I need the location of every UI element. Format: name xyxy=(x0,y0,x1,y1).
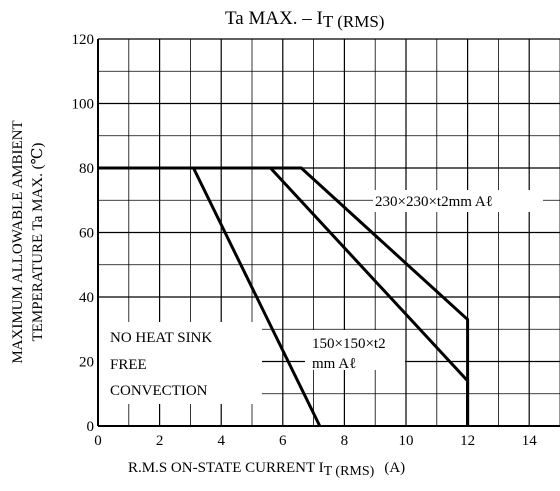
x-tick-4: 4 xyxy=(217,433,225,449)
chart-title: Ta MAX. – IT (RMS) xyxy=(225,8,384,31)
y-tick-20: 20 xyxy=(79,355,94,371)
y-axis-label-line-2: TEMPERATURE Ta MAX. (℃) xyxy=(30,143,46,342)
y-tick-100: 100 xyxy=(72,97,95,113)
chart-title-sub: T (RMS) xyxy=(323,12,385,31)
y-axis-label-line-1: MAXIMUM ALLOWABLE AMBIENT xyxy=(10,120,26,363)
y-tick-40: 40 xyxy=(79,290,94,306)
y-tick-60: 60 xyxy=(79,226,94,242)
sink-230-label: 230×230×t2mm Aℓ xyxy=(375,194,493,210)
y-tick-80: 80 xyxy=(79,161,94,177)
x-axis-label-unit: (A) xyxy=(384,460,405,476)
x-tick-14: 14 xyxy=(522,433,538,449)
x-tick-12: 12 xyxy=(460,433,475,449)
sink-150-line-2: mm Aℓ xyxy=(312,356,356,372)
x-tick-2: 2 xyxy=(156,433,164,449)
series-lines xyxy=(98,166,470,427)
x-axis-label: R.M.S ON-STATE CURRENT IT (RMS) (A) xyxy=(128,460,405,479)
y-tick-0: 0 xyxy=(87,419,95,435)
no-heat-sink-box xyxy=(99,322,262,404)
x-tick-6: 6 xyxy=(279,433,287,449)
x-axis-label-main: R.M.S ON-STATE CURRENT I xyxy=(128,460,324,476)
sink-150-label-bg xyxy=(305,330,405,370)
x-tick-8: 8 xyxy=(341,433,349,449)
no-heat-sink-line-3: CONVECTION xyxy=(110,383,208,399)
no-heat-sink-line-2: FREE xyxy=(110,357,147,373)
sink-150-line-1: 150×150×t2 xyxy=(312,336,386,352)
x-axis-label-sub: T (RMS) xyxy=(324,464,375,479)
chart-title-main: Ta MAX. – I xyxy=(225,8,323,29)
sink-230-label-bg xyxy=(373,190,543,212)
y-tick-120: 120 xyxy=(72,32,95,48)
x-tick-10: 10 xyxy=(399,433,414,449)
no-heat-sink-line-1: NO HEAT SINK xyxy=(110,330,212,346)
x-tick-0: 0 xyxy=(94,433,102,449)
y-tick-labels: 0 20 40 60 80 100 120 xyxy=(72,32,95,435)
series-line-2 xyxy=(98,166,470,426)
x-tick-labels: 0 2 4 6 8 10 12 14 xyxy=(94,433,537,449)
